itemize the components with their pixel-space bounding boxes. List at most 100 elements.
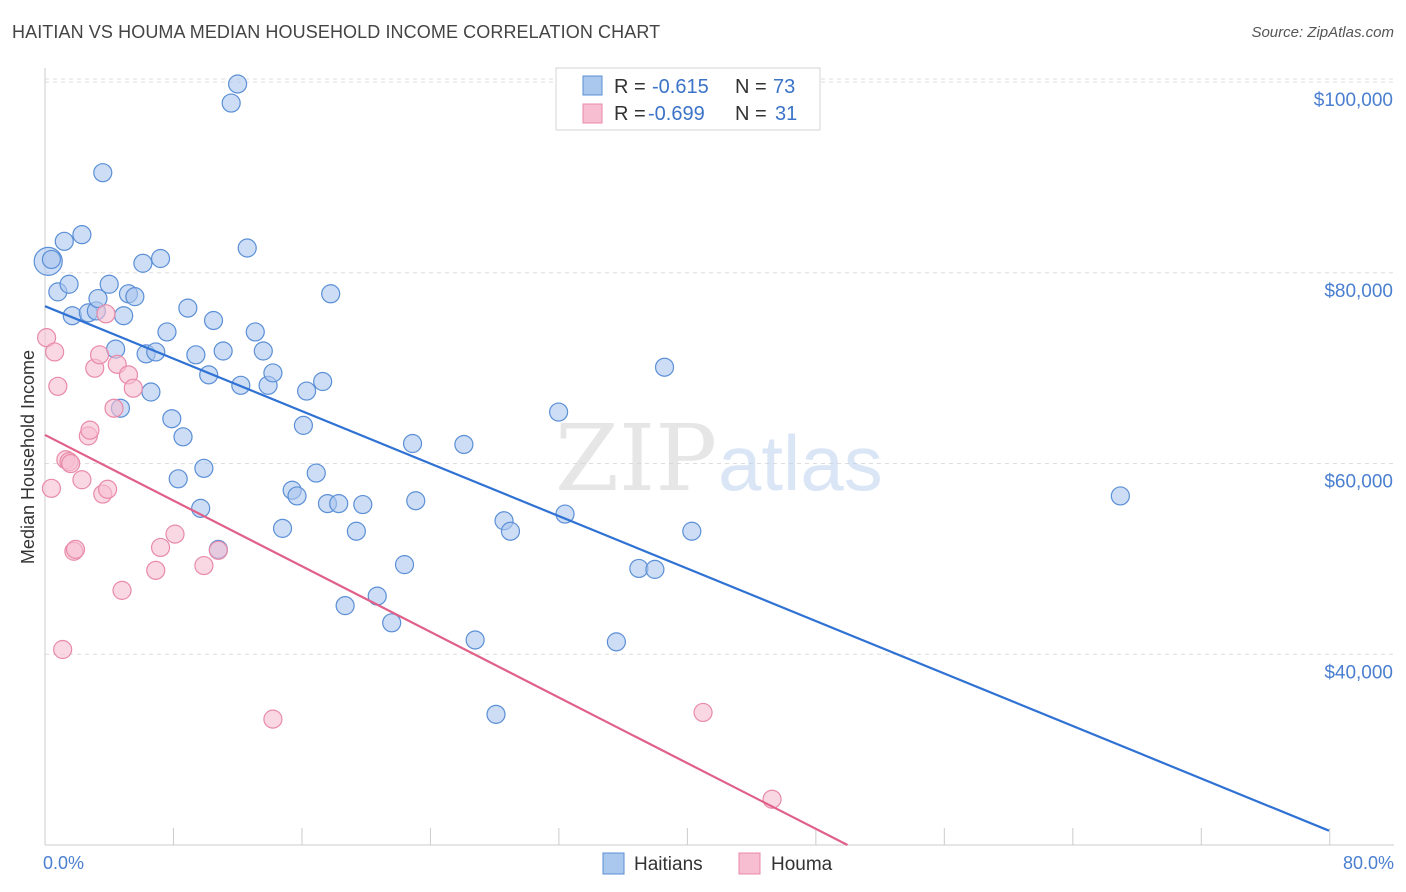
haitians-point [228,74,248,94]
legend-r-label-1: R = [614,103,646,125]
series-haitians [33,74,1130,724]
haitians-point [141,382,161,402]
y-tick-label-2: $80,000 [1324,281,1393,302]
source-label: Source: ZipAtlas.com [1251,24,1394,41]
haitians-point [54,231,74,251]
houma-point [165,524,185,544]
haitians-point [203,310,224,331]
houma-point [89,345,110,365]
watermark-zip: ZIP [555,405,717,512]
haitians-point [465,630,485,650]
haitians-point [293,415,314,435]
haitians-point [454,434,474,455]
bottom-legend-label-houma: Houma [771,854,833,875]
houma-point [53,639,73,660]
haitians-point [114,306,134,326]
watermark: ZIP atlas [555,405,883,512]
haitians-point [548,402,569,422]
series-legend: Haitians Houma [602,852,833,875]
watermark-atlas: atlas [718,419,883,507]
haitians-point [394,555,415,575]
y-tick-label-1: $60,000 [1324,472,1393,493]
haitians-point [162,409,182,429]
houma-point [97,479,118,499]
legend-swatch-houma [582,103,603,124]
axes [44,68,1394,846]
gridlines [45,78,1394,655]
haitians-point [1110,486,1130,506]
legend-n-value-0: 73 [773,76,795,98]
houma-point [48,376,68,396]
haitians-point [88,288,108,309]
y-tick-labels: $40,000 $60,000 $80,000 $100,000 [1314,90,1393,683]
haitians-point [645,559,665,579]
haitians-point [221,93,241,113]
legend-swatch-haitians [582,75,603,96]
haitians-point [133,253,153,273]
haitians-point [329,493,349,514]
haitians-point [93,163,113,183]
houma-point [146,560,166,580]
haitians-point [157,322,177,342]
bottom-legend-swatch-houma [738,852,761,875]
houma-point [263,709,283,729]
houma-point [112,580,132,600]
legend-n-value-1: 31 [775,103,797,125]
haitians-point [353,494,373,515]
houma-point [104,398,124,418]
haitians-point [125,287,145,307]
x-tick-label-max: 80.0% [1343,853,1394,873]
haitians-trend-line [44,305,1330,832]
legend-n-label-1: N = [735,103,767,125]
y-axis-label: Median Household Income [18,350,38,564]
chart-title: HAITIAN VS HOUMA MEDIAN HOUSEHOLD INCOME… [12,22,661,42]
houma-point [65,539,86,559]
houma-point [41,478,62,498]
haitians-point [150,248,171,269]
houma-point [96,304,116,324]
houma-point [37,328,57,348]
haitians-point [382,613,402,633]
haitians-point [272,518,293,538]
haitians-point [629,558,649,579]
houma-point [80,420,100,440]
haitians-point [194,458,214,478]
haitians-point [335,596,355,616]
houma-point [123,378,143,398]
haitians-point [99,274,119,294]
haitians-point [245,322,265,342]
bottom-legend-swatch-haitians [602,852,625,875]
haitians-point [213,341,233,361]
y-tick-label-0: $40,000 [1324,662,1393,683]
haitians-point [287,486,307,506]
houma-point [208,540,228,560]
haitians-point [263,363,283,383]
haitians-point [173,427,193,447]
haitians-point [654,357,675,377]
haitians-point [72,225,92,245]
haitians-point [253,341,273,361]
haitians-point [406,491,426,511]
trend-lines [44,305,1330,846]
legend-r-label-0: R = [614,76,646,98]
haitians-point [321,284,341,304]
haitians-point [178,298,198,318]
legend-r-value-1: -0.699 [648,103,705,125]
haitians-point [297,381,317,401]
houma-point [150,537,171,558]
haitians-point [41,249,62,270]
haitians-point [682,521,702,541]
haitians-point [346,521,366,541]
haitians-point [306,463,326,483]
haitians-point [59,274,79,294]
x-tick-label-min: 0.0% [43,853,84,873]
correlation-legend: R = -0.615 N = 73 R = -0.699 N = 31 [555,67,821,131]
houma-point [693,702,713,723]
haitians-point [402,433,423,454]
y-tick-label-3: $100,000 [1314,90,1393,111]
legend-n-label-0: N = [735,76,767,98]
houma-point [45,342,65,362]
bottom-legend-label-haitians: Haitians [634,854,703,875]
haitians-point [486,704,506,724]
